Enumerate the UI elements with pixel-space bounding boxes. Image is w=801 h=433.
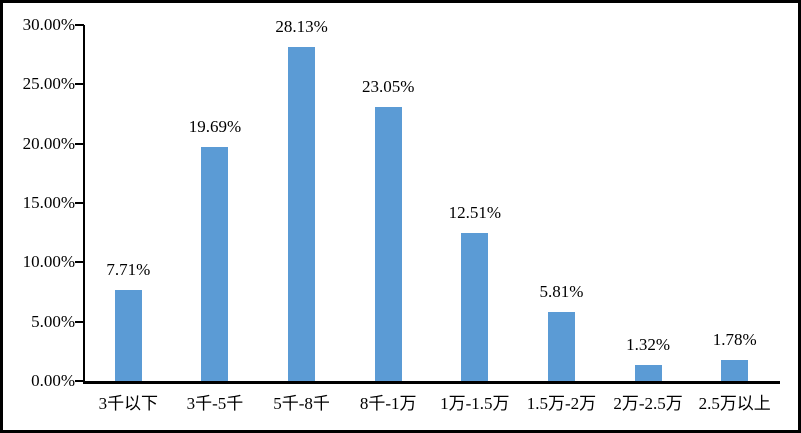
bar-value-label: 12.51% bbox=[448, 202, 502, 222]
plot-area: 7.71% 19.69% 28.13% 23.05% 12.51% 5.81% 1.32% 1… bbox=[85, 18, 778, 381]
bar bbox=[201, 147, 229, 381]
y-axis-tick-label: 5.00% bbox=[31, 311, 75, 331]
x-axis-category-label: 2万-2.5万 bbox=[613, 394, 683, 413]
y-axis-tick-mark bbox=[75, 202, 84, 204]
x-axis-line bbox=[83, 381, 780, 384]
x-axis-category-label: 3千-5千 bbox=[186, 394, 244, 413]
x-axis-category-label: 1.5万-2万 bbox=[526, 394, 597, 413]
y-axis-tick-mark bbox=[75, 24, 84, 26]
y-axis-tick-mark bbox=[75, 83, 84, 86]
y-axis-tick-mark bbox=[75, 142, 84, 145]
y-axis-tick-mark bbox=[75, 320, 84, 323]
bar bbox=[374, 107, 402, 381]
y-axis-tick-mark bbox=[75, 261, 84, 264]
bar-value-label: 1.78% bbox=[712, 329, 757, 349]
y-axis-tick-mark bbox=[75, 380, 84, 382]
y-axis-tick-label: 25.00% bbox=[22, 74, 75, 94]
bar bbox=[547, 312, 575, 381]
x-axis-category-label: 2.5万以上 bbox=[698, 394, 771, 413]
y-axis-tick-label: 10.00% bbox=[22, 252, 75, 272]
y-axis-tick-label: 0.00% bbox=[31, 371, 75, 390]
bar bbox=[634, 365, 662, 381]
y-axis-tick-label: 20.00% bbox=[22, 133, 75, 153]
x-axis-category-label: 1万-1.5万 bbox=[440, 394, 510, 413]
bar-value-label: 19.69% bbox=[188, 117, 242, 137]
bar bbox=[461, 232, 489, 381]
y-axis-line bbox=[83, 25, 85, 383]
bar bbox=[288, 47, 316, 381]
x-axis-category-label: 8千-1万 bbox=[359, 394, 417, 413]
bar-value-label: 23.05% bbox=[361, 77, 415, 97]
bar-value-label: 7.71% bbox=[106, 259, 151, 279]
y-axis-tick-label: 15.00% bbox=[22, 193, 75, 212]
bar-value-label: 5.81% bbox=[539, 282, 584, 302]
bar-value-label: 28.13% bbox=[275, 17, 328, 37]
bar-value-label: 1.32% bbox=[626, 335, 671, 355]
x-axis-category-label: 3千以下 bbox=[98, 394, 159, 413]
bar bbox=[721, 359, 749, 381]
x-axis-category-label: 5千-8千 bbox=[273, 394, 330, 413]
y-axis-tick-label: 30.00% bbox=[22, 15, 75, 34]
bar bbox=[114, 289, 142, 381]
